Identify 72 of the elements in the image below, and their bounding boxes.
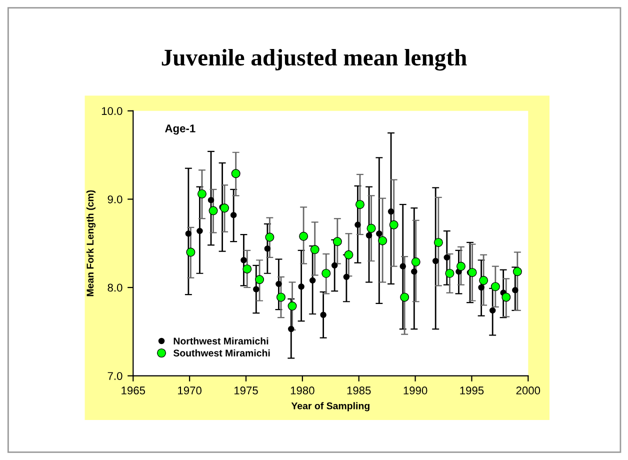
- point: [240, 256, 247, 264]
- point: [265, 232, 274, 242]
- point: [322, 268, 331, 278]
- y-tick-label: 10.0: [102, 107, 122, 115]
- x-tick-label: 1985: [347, 386, 371, 394]
- point: [332, 237, 342, 246]
- point: [320, 312, 326, 318]
- point: [468, 268, 477, 278]
- x-tick-label: 1975: [234, 386, 258, 394]
- point: [444, 254, 450, 261]
- y-tick-label: 8.0: [108, 284, 122, 292]
- point: [253, 286, 260, 292]
- point: [456, 262, 466, 271]
- point: [490, 282, 500, 292]
- x-axis-title: Year of Sampling: [291, 402, 370, 412]
- point: [411, 257, 420, 266]
- point: [388, 208, 394, 215]
- point: [231, 169, 240, 178]
- point: [276, 280, 282, 288]
- y-axis-title: Mean Fork Length (cm): [86, 190, 96, 296]
- x-tick-label: 1995: [460, 386, 484, 394]
- x-tick-label: 2000: [516, 386, 540, 394]
- point: [242, 264, 252, 274]
- point: [432, 258, 439, 264]
- point: [479, 276, 488, 285]
- legend-label: Southwest Miramichi: [173, 349, 270, 356]
- point: [276, 292, 286, 302]
- point: [366, 224, 376, 233]
- point: [400, 292, 410, 302]
- x-tick-label: 1965: [122, 386, 146, 394]
- annotation: Age-1: [165, 124, 196, 135]
- y-tick-label: 9.0: [108, 195, 122, 204]
- point: [434, 238, 443, 247]
- point: [230, 212, 237, 218]
- point: [196, 228, 203, 234]
- point: [344, 250, 354, 260]
- point: [298, 283, 304, 290]
- point: [310, 245, 320, 254]
- x-tick-label: 1990: [404, 386, 428, 394]
- point: [208, 196, 214, 204]
- point: [445, 268, 454, 278]
- point: [512, 267, 522, 276]
- point: [309, 277, 316, 284]
- point: [366, 232, 372, 239]
- point: [478, 284, 484, 291]
- point: [197, 189, 206, 198]
- point: [186, 248, 196, 257]
- legend-label: Northwest Miramichi: [174, 337, 268, 345]
- x-tick-label: 1980: [290, 386, 314, 394]
- point: [343, 274, 350, 280]
- chart-title: Juvenile adjusted mean length: [162, 49, 467, 71]
- point: [299, 232, 308, 241]
- point: [331, 262, 338, 269]
- point: [376, 230, 382, 237]
- point: [354, 222, 361, 228]
- point: [411, 268, 418, 275]
- point: [208, 206, 218, 216]
- point: [512, 287, 518, 294]
- x-tick-label: 1970: [178, 386, 202, 394]
- point: [288, 302, 297, 311]
- point: [355, 200, 365, 209]
- y-tick-label: 7.0: [108, 372, 122, 380]
- point: [489, 307, 496, 314]
- point: [185, 230, 192, 237]
- point: [264, 246, 271, 252]
- point: [288, 326, 294, 332]
- point: [378, 236, 388, 246]
- point: [255, 275, 264, 284]
- point: [400, 263, 406, 270]
- point: [220, 203, 230, 213]
- point: [502, 292, 511, 302]
- point: [389, 220, 398, 230]
